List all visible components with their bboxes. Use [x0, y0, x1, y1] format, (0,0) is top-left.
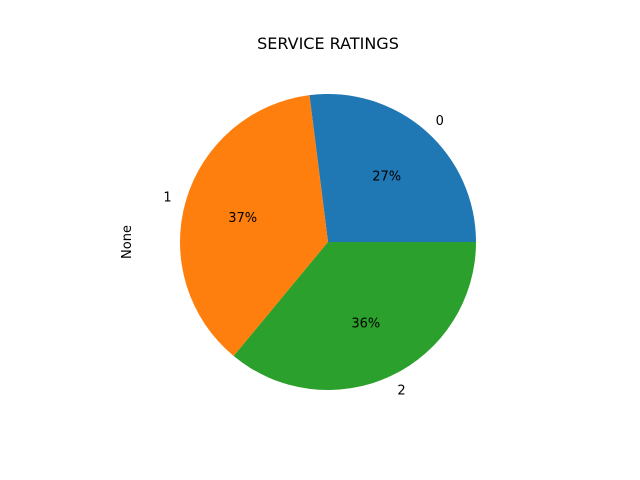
chart-title: SERVICE RATINGS — [257, 34, 399, 53]
percent-label-1: 37% — [228, 211, 257, 226]
pie-slice-1 — [179, 95, 328, 357]
y-axis-label: None — [120, 225, 135, 259]
pie-slices — [179, 94, 476, 391]
pie-slice-0 — [309, 94, 476, 242]
percent-label-0: 27% — [372, 169, 401, 184]
category-label-1: 1 — [163, 191, 171, 206]
category-label-0: 0 — [436, 114, 444, 129]
category-label-2: 2 — [397, 383, 405, 398]
percent-label-2: 36% — [351, 316, 380, 331]
pie-labels: 0 27% 1 37% 2 36% — [163, 114, 444, 398]
pie-slice-2 — [233, 242, 476, 391]
